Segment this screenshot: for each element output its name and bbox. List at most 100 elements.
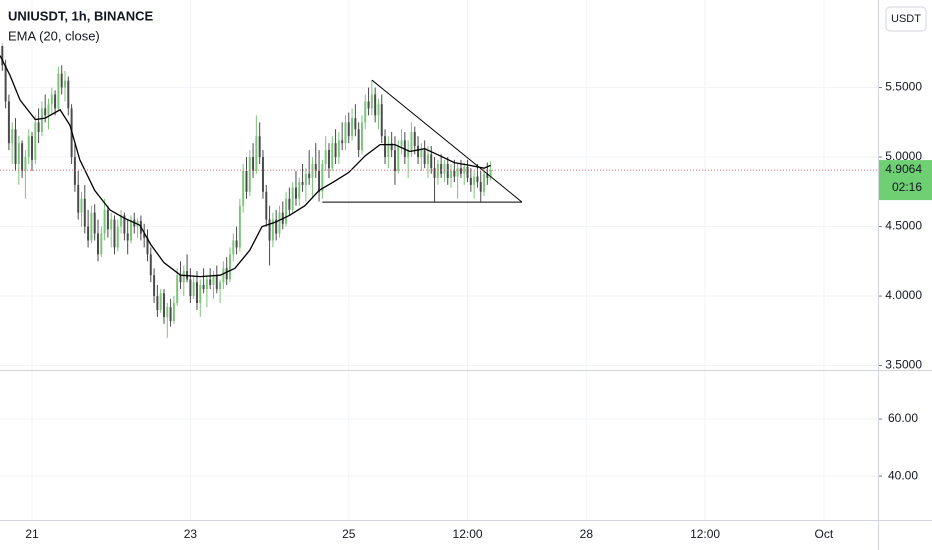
candle-body (393, 150, 396, 171)
x-tick-label: 12:00 (453, 527, 483, 541)
candle-body (34, 122, 37, 160)
x-tick-label: 28 (580, 527, 594, 541)
candle-body (116, 226, 119, 248)
candle-body (189, 279, 192, 297)
candle-body (219, 282, 222, 290)
candle-body (331, 143, 334, 169)
candle-body (285, 198, 288, 224)
candle-body (83, 198, 86, 227)
candle-body (446, 164, 449, 178)
trendline (371, 79, 523, 203)
candle-body (298, 182, 301, 199)
currency-button-label[interactable]: USDT (891, 13, 921, 25)
candle-body (311, 164, 314, 178)
candle-body (238, 205, 241, 248)
candle-body (110, 219, 113, 230)
candle-body (31, 136, 33, 160)
candle-body (40, 108, 43, 133)
candle-body (426, 154, 429, 165)
candle-body (90, 212, 93, 241)
candle-body (423, 150, 426, 165)
candle-body (459, 168, 462, 174)
candle-body (222, 268, 225, 283)
candle-body (301, 182, 304, 185)
candle-body (212, 275, 215, 285)
candle-body (159, 293, 162, 310)
candle-body (242, 170, 245, 206)
candle-body (433, 168, 436, 178)
candle-body (456, 168, 459, 177)
candle-body (489, 170, 492, 178)
candle-body (113, 219, 116, 248)
candle-body (87, 226, 90, 241)
candle-body (225, 268, 228, 280)
candle-body (351, 118, 354, 137)
candle-body (466, 166, 469, 178)
candle-body (400, 140, 403, 146)
candle-body (199, 284, 202, 304)
candle-body (384, 136, 387, 158)
candle-body (14, 129, 17, 165)
candle-body (1, 45, 4, 66)
candle-body (469, 177, 472, 185)
countdown-label: 02:16 (892, 180, 922, 194)
candle-body (436, 164, 439, 178)
last-price-label: 4.9064 (885, 162, 922, 176)
candle-body (50, 94, 53, 105)
candle-body (476, 176, 479, 183)
candle-body (268, 219, 271, 241)
candle-body (93, 212, 96, 234)
candle-body (252, 157, 255, 171)
candle-body (410, 132, 413, 151)
candle-body (308, 173, 311, 178)
candle-body (420, 150, 423, 158)
last-price-box (879, 160, 932, 201)
currency-button[interactable] (885, 6, 927, 32)
candle-body (278, 212, 281, 234)
candle-body (450, 170, 453, 178)
candle-body (149, 254, 152, 276)
candle-body (120, 215, 123, 227)
candle-body (106, 209, 109, 230)
candle-body (390, 143, 393, 151)
candle-body (314, 164, 317, 171)
candle-body (146, 237, 149, 255)
candle-body (156, 296, 159, 310)
candle-body (370, 94, 373, 109)
candle-body (73, 157, 76, 185)
candle-body (228, 254, 231, 280)
candle-body (21, 143, 24, 171)
candle-body (126, 233, 129, 241)
candle-body (235, 240, 238, 248)
candle-body (413, 132, 416, 146)
candle-body (130, 219, 132, 241)
legend-entry: EMA (20, close) (8, 28, 100, 43)
candle-body (360, 122, 363, 151)
candle-body (179, 275, 182, 283)
candle-body (100, 233, 103, 255)
candle-body (430, 154, 433, 169)
candle-body (321, 164, 324, 192)
candle-body (417, 145, 420, 158)
candle-body (47, 104, 50, 116)
candle-body (103, 209, 106, 234)
candle-body (17, 143, 20, 165)
candle-body (288, 198, 291, 210)
x-tick-label: 21 (25, 527, 39, 541)
candle-body (255, 136, 258, 171)
candle-body (205, 279, 208, 290)
candle-body (192, 282, 195, 297)
candle-body (195, 282, 198, 304)
candle-body (202, 284, 205, 290)
chart-title: UNIUSDT, 1h, BINANCE (8, 8, 154, 23)
candle-body (387, 143, 390, 158)
candle-body (479, 182, 482, 192)
candle-body (4, 65, 7, 102)
candle-body (44, 108, 47, 116)
candle-body (261, 157, 264, 192)
candle-body (304, 173, 307, 185)
candle-body (176, 275, 179, 304)
candle-body (215, 275, 218, 290)
candle-body (54, 94, 57, 109)
